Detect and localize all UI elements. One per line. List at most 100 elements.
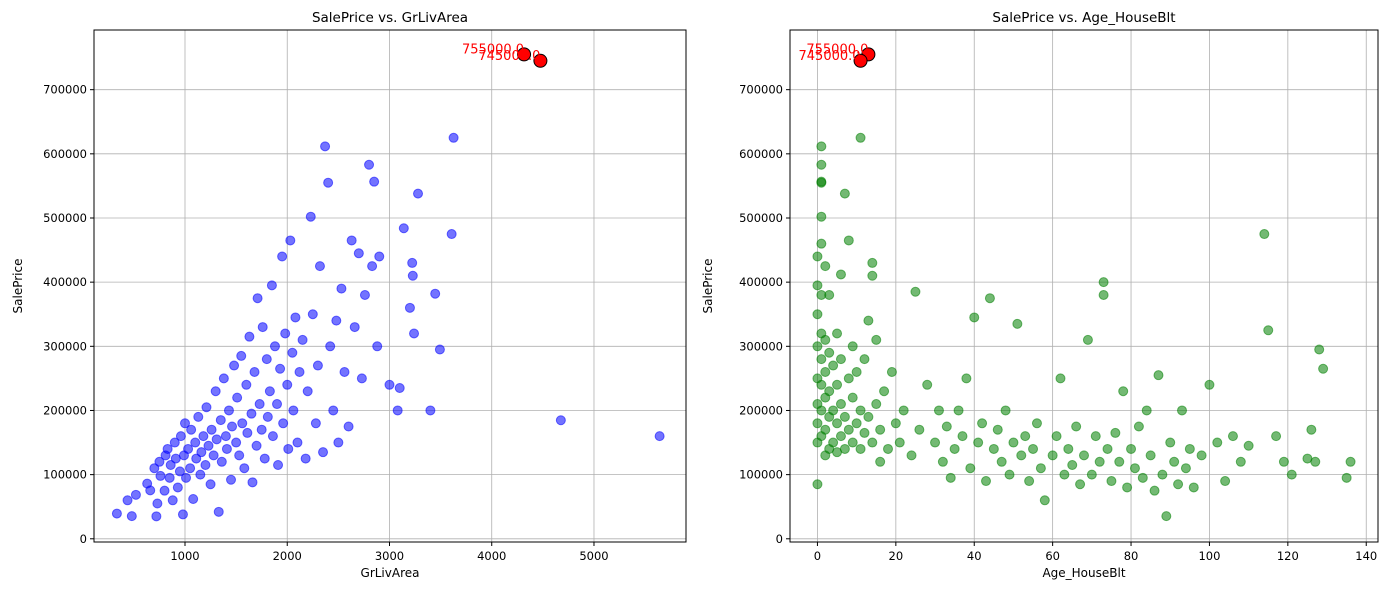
data-point — [372, 341, 383, 352]
data-point — [1059, 469, 1070, 480]
data-point — [213, 506, 224, 517]
data-point — [269, 341, 280, 352]
grid — [94, 30, 686, 542]
data-point — [1137, 472, 1148, 483]
y-tick-label: 400000 — [43, 275, 87, 289]
data-point — [867, 437, 878, 448]
data-point — [154, 456, 165, 467]
data-point — [218, 373, 229, 384]
data-point — [331, 315, 342, 326]
data-point — [894, 437, 905, 448]
data-point — [206, 424, 217, 435]
y-axis-label: SalePrice — [701, 259, 715, 314]
data-point — [200, 460, 211, 471]
data-point — [392, 405, 403, 416]
data-point — [320, 141, 331, 152]
data-point — [1106, 476, 1117, 487]
data-point — [996, 456, 1007, 467]
y-axis-label: SalePrice — [11, 259, 25, 314]
data-point — [384, 379, 395, 390]
data-point — [898, 405, 909, 416]
data-point — [812, 341, 823, 352]
data-point — [835, 269, 846, 280]
data-point — [1067, 460, 1078, 471]
data-point — [812, 479, 823, 490]
data-point — [185, 463, 196, 474]
data-point — [256, 424, 267, 435]
data-point — [1161, 511, 1172, 522]
data-point — [1169, 456, 1180, 467]
data-point — [867, 257, 878, 268]
data-point — [288, 405, 299, 416]
data-point — [367, 261, 378, 272]
data-point — [812, 251, 823, 262]
data-point — [328, 405, 339, 416]
data-point — [843, 373, 854, 384]
data-point — [325, 341, 336, 352]
data-point — [1012, 318, 1023, 329]
data-point — [221, 443, 232, 454]
plot-frame — [789, 29, 1379, 543]
data-point — [1008, 437, 1019, 448]
data-point — [1314, 344, 1325, 355]
data-point — [1035, 463, 1046, 474]
data-point — [249, 366, 260, 377]
data-point — [992, 424, 1003, 435]
data-point — [262, 411, 273, 422]
data-point — [1184, 443, 1195, 454]
data-point — [1173, 479, 1184, 490]
data-point — [1028, 443, 1039, 454]
data-point — [404, 302, 415, 313]
data-point — [1345, 456, 1356, 467]
data-point — [886, 366, 897, 377]
data-point — [1263, 325, 1274, 336]
plot-area — [94, 30, 686, 542]
data-point — [1145, 450, 1156, 461]
data-point — [812, 418, 823, 429]
x-tick-label: 40 — [967, 549, 982, 563]
data-point — [812, 309, 823, 320]
data-point — [1098, 277, 1109, 288]
highlight-point — [517, 47, 532, 62]
data-point — [1153, 370, 1164, 381]
x-tick-label: 100 — [1198, 549, 1220, 563]
data-point — [223, 405, 234, 416]
data-point — [1071, 421, 1082, 432]
data-point — [816, 354, 827, 365]
data-point — [1082, 334, 1093, 345]
data-point — [203, 440, 214, 451]
data-point — [353, 248, 364, 259]
data-point — [1126, 443, 1137, 454]
data-point — [247, 477, 258, 488]
data-point — [364, 159, 375, 170]
data-point — [1055, 373, 1066, 384]
data-point — [1165, 437, 1176, 448]
x-axis-label: Age_HouseBlt — [1042, 566, 1125, 580]
data-point — [220, 431, 231, 442]
data-point — [407, 257, 418, 268]
data-point — [941, 421, 952, 432]
data-point — [261, 354, 272, 365]
point-annotation: 755000.0 — [806, 42, 868, 57]
data-point — [1051, 431, 1062, 442]
data-point — [251, 440, 262, 451]
data-point — [239, 463, 250, 474]
y-tick-label: 100000 — [739, 468, 783, 482]
data-point — [969, 312, 980, 323]
data-point — [236, 350, 247, 361]
data-point — [244, 331, 255, 342]
data-point — [292, 437, 303, 448]
data-point — [1024, 476, 1035, 487]
data-point — [984, 293, 995, 304]
data-point — [875, 424, 886, 435]
data-point — [847, 341, 858, 352]
data-point — [1196, 450, 1207, 461]
data-point — [832, 328, 843, 339]
data-point — [174, 466, 185, 477]
data-point — [183, 443, 194, 454]
x-tick-label: 60 — [1045, 549, 1060, 563]
data-point — [215, 415, 226, 426]
data-point — [266, 280, 277, 291]
data-point — [169, 437, 180, 448]
